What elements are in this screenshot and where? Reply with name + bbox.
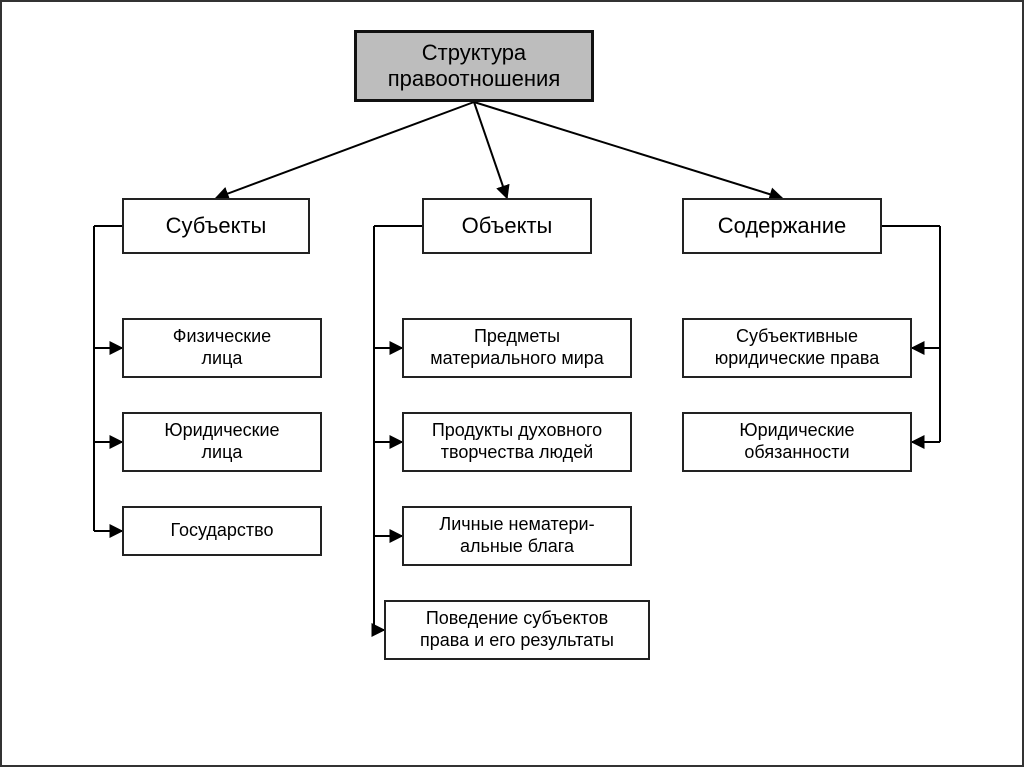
- leaf-label: Юридическиелица: [164, 420, 279, 463]
- branch-label: Субъекты: [166, 213, 267, 239]
- leaf-objects-2: Личные нематери-альные блага: [402, 506, 632, 566]
- leaf-objects-1: Продукты духовноготворчества людей: [402, 412, 632, 472]
- branch-label: Содержание: [718, 213, 847, 239]
- leaf-label: Предметыматериального мира: [430, 326, 604, 369]
- leaf-objects-0: Предметыматериального мира: [402, 318, 632, 378]
- leaf-label: Государство: [170, 520, 273, 542]
- leaf-subjects-0: Физическиелица: [122, 318, 322, 378]
- branch-label: Объекты: [462, 213, 553, 239]
- leaf-subjects-1: Юридическиелица: [122, 412, 322, 472]
- root-node: Структураправоотношения: [354, 30, 594, 102]
- branch-content: Содержание: [682, 198, 882, 254]
- leaf-label: Продукты духовноготворчества людей: [432, 420, 602, 463]
- leaf-label: Юридическиеобязанности: [739, 420, 854, 463]
- branch-subjects: Субъекты: [122, 198, 310, 254]
- leaf-label: Личные нематери-альные блага: [439, 514, 594, 557]
- leaf-objects-3: Поведение субъектовправа и его результат…: [384, 600, 650, 660]
- leaf-label: Физическиелица: [173, 326, 271, 369]
- leaf-label: Поведение субъектовправа и его результат…: [420, 608, 614, 651]
- branch-objects: Объекты: [422, 198, 592, 254]
- leaf-content-1: Юридическиеобязанности: [682, 412, 912, 472]
- leaf-content-0: Субъективныеюридические права: [682, 318, 912, 378]
- leaf-subjects-2: Государство: [122, 506, 322, 556]
- leaf-label: Субъективныеюридические права: [715, 326, 880, 369]
- root-label: Структураправоотношения: [388, 40, 561, 93]
- diagram-canvas: Структураправоотношения Субъекты Объекты…: [0, 0, 1024, 767]
